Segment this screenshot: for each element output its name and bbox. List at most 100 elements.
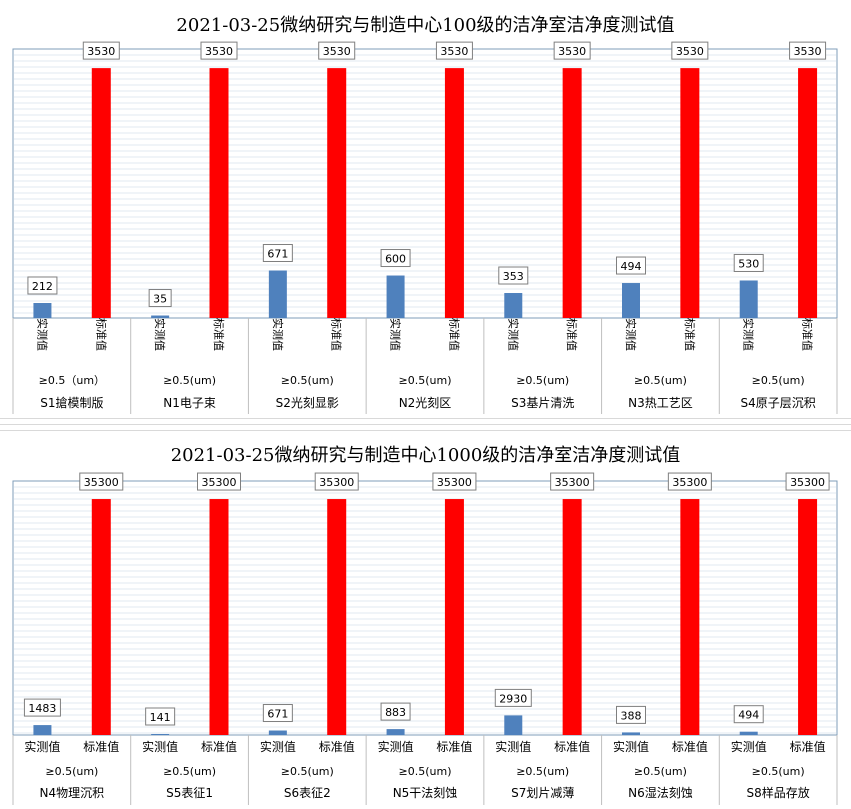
data-label-box xyxy=(435,41,473,60)
bar-label: 实测值 xyxy=(624,318,638,351)
data-label: 1483 xyxy=(28,702,56,715)
data-label: 35300 xyxy=(319,476,354,489)
bar-label: 实测值 xyxy=(153,318,167,351)
data-label-box xyxy=(494,688,532,707)
data-label-box xyxy=(616,705,646,724)
data-label-box xyxy=(23,698,61,717)
bar xyxy=(562,68,582,318)
data-label-box xyxy=(380,249,411,268)
data-label-box xyxy=(380,702,411,721)
bar xyxy=(444,499,464,735)
bar xyxy=(327,499,347,735)
bar-label: 实测值 xyxy=(35,318,49,351)
bar-label: 实测值 xyxy=(142,739,178,754)
bar xyxy=(209,499,229,735)
bar xyxy=(151,315,170,318)
data-label: 3530 xyxy=(323,45,351,58)
bar-label: 实测值 xyxy=(731,739,767,754)
data-label: 388 xyxy=(621,709,642,722)
subgroup-label: ≥0.5(um) xyxy=(634,765,687,778)
data-label-box xyxy=(145,707,176,726)
subgroup-label: ≥0.5(um) xyxy=(634,374,687,387)
data-label: 883 xyxy=(385,706,406,719)
group-label: N5干法刻蚀 xyxy=(393,786,458,800)
sheet-gridline xyxy=(0,418,851,419)
bar xyxy=(562,499,582,735)
data-label: 35300 xyxy=(790,476,825,489)
data-label-box xyxy=(82,41,120,60)
group-label: S5表征1 xyxy=(166,786,213,800)
bar-label: 实测值 xyxy=(271,318,285,351)
data-label: 35300 xyxy=(555,476,590,489)
bar-label: 标准值 xyxy=(565,318,579,351)
bar-label: 标准值 xyxy=(672,739,708,754)
data-label-box xyxy=(671,41,709,60)
subgroup-label: ≥0.5（um） xyxy=(39,374,105,387)
subgroup-label: ≥0.5(um) xyxy=(281,374,334,387)
bar xyxy=(33,302,52,318)
bar xyxy=(33,725,52,735)
data-label-box xyxy=(553,41,591,60)
group-label: S1搶模制版 xyxy=(40,395,103,410)
bar xyxy=(739,280,758,318)
bar-label: 标准值 xyxy=(436,739,472,754)
data-label-box xyxy=(148,289,172,308)
group-label: S8样品存放 xyxy=(747,785,810,800)
data-label-box xyxy=(785,472,830,491)
subgroup-label: ≥0.5(um) xyxy=(399,765,452,778)
bar xyxy=(327,68,347,318)
bar-label: 标准值 xyxy=(83,739,119,754)
data-label: 141 xyxy=(150,711,171,724)
data-label-box xyxy=(27,276,58,295)
data-label-box xyxy=(318,41,356,60)
data-label-box xyxy=(314,472,359,491)
data-label: 35300 xyxy=(437,476,472,489)
bar xyxy=(798,68,818,318)
bar-label: 标准值 xyxy=(790,739,826,754)
bar-label: 实测值 xyxy=(260,739,296,754)
plot-area xyxy=(12,48,838,319)
bar-label: 标准值 xyxy=(201,739,237,754)
subgroup-label: ≥0.5(um) xyxy=(45,765,98,778)
group-label: S2光刻显影 xyxy=(276,396,339,410)
bar xyxy=(386,729,405,735)
bar-label: 标准值 xyxy=(319,739,355,754)
chart-100: 212 实测值 3530 标准值 ≥0.5（um） S1搶模制版 35 实测值 3530 标准值 ≥… xyxy=(12,41,838,414)
data-label-box xyxy=(79,472,124,491)
data-label: 3530 xyxy=(558,45,586,58)
data-label: 3530 xyxy=(794,45,822,58)
sheet-gridline xyxy=(0,430,851,431)
bar xyxy=(151,734,170,735)
subgroup-label: ≥0.5(um) xyxy=(516,374,569,387)
bar-label: 实测值 xyxy=(495,739,531,754)
group-label: N2光刻区 xyxy=(399,396,452,410)
data-label: 3530 xyxy=(440,45,468,58)
bar xyxy=(680,499,700,735)
group-label: S6表征2 xyxy=(284,786,331,800)
data-label: 494 xyxy=(621,260,642,273)
data-label: 600 xyxy=(385,253,406,266)
bar xyxy=(680,68,700,318)
subgroup-label: ≥0.5(um) xyxy=(163,374,216,387)
data-label-box xyxy=(200,41,238,60)
data-label-box xyxy=(667,472,712,491)
data-label: 35300 xyxy=(672,476,707,489)
data-label-box xyxy=(262,244,293,263)
data-label: 35 xyxy=(153,293,167,306)
bar xyxy=(622,732,640,735)
data-label-box xyxy=(733,253,764,272)
chart-title: 2021-03-25微纳研究与制造中心100级的洁净室洁净度测试值 xyxy=(176,15,675,36)
data-label-box xyxy=(498,266,529,285)
subgroup-label: ≥0.5(um) xyxy=(752,765,805,778)
sheet-gridline xyxy=(0,424,851,425)
bar-label: 标准值 xyxy=(447,318,461,351)
chart-title: 2021-03-25微纳研究与制造中心1000级的洁净室洁净度测试值 xyxy=(170,445,681,466)
data-label: 35300 xyxy=(202,476,237,489)
subgroup-label: ≥0.5(um) xyxy=(752,374,805,387)
bar xyxy=(268,270,287,318)
group-label: N6湿法刻蚀 xyxy=(628,785,693,800)
bar-label: 标准值 xyxy=(212,318,226,351)
data-label: 3530 xyxy=(205,45,233,58)
bar xyxy=(504,715,523,735)
